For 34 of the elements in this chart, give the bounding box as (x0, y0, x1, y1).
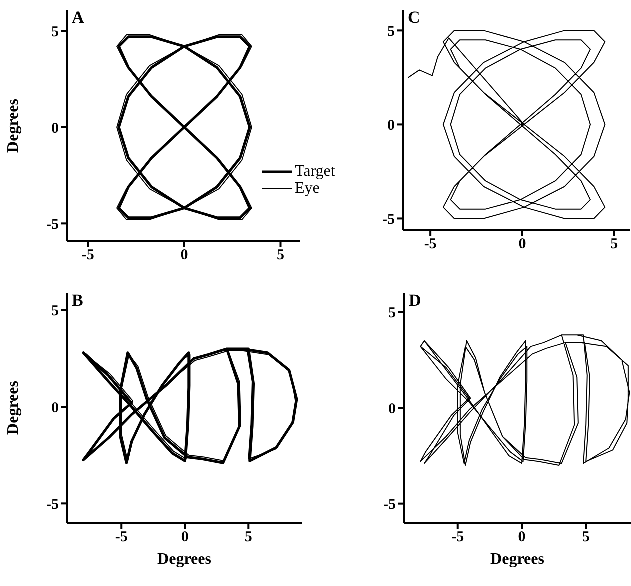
x-tick-label: 0 (518, 530, 526, 546)
y-tick-label: 5 (388, 24, 395, 40)
y-axis-title: Degrees (5, 381, 23, 435)
y-tick-label: -5 (382, 212, 395, 228)
legend-label: Target (295, 163, 336, 180)
chart-title: B (72, 291, 84, 311)
chart-title: A (72, 8, 84, 28)
y-tick-label: 5 (52, 304, 59, 320)
x-tick-label: 5 (276, 248, 284, 264)
x-axis-title: Degrees (158, 551, 212, 569)
chart-title: C (408, 8, 420, 28)
x-tick-label: 0 (518, 236, 526, 253)
y-tick-label: 0 (52, 400, 59, 416)
y-tick-label: -5 (384, 497, 396, 514)
chart-title: D (409, 291, 422, 311)
x-tick-label: 0 (180, 248, 188, 264)
x-axis-title: Degrees (490, 551, 544, 569)
y-tick-label: 5 (388, 305, 396, 322)
x-tick-label: -5 (82, 248, 94, 264)
x-tick-label: -5 (452, 530, 464, 546)
x-tick-label: 5 (582, 530, 590, 546)
x-tick-label: 5 (610, 236, 618, 253)
y-tick-label: -5 (46, 496, 59, 513)
y-tick-label: 0 (52, 120, 59, 137)
y-tick-label: -5 (46, 217, 59, 233)
legend-label: Eye (295, 180, 320, 197)
y-axis-title: Degrees (5, 98, 23, 152)
x-tick-label: 5 (244, 530, 252, 546)
x-tick-label: 0 (181, 530, 189, 546)
y-tick-label: 0 (388, 401, 396, 418)
y-tick-label: 5 (52, 24, 59, 40)
x-tick-label: -5 (424, 236, 437, 253)
y-tick-label: 0 (388, 118, 395, 134)
x-tick-label: -5 (115, 530, 128, 546)
